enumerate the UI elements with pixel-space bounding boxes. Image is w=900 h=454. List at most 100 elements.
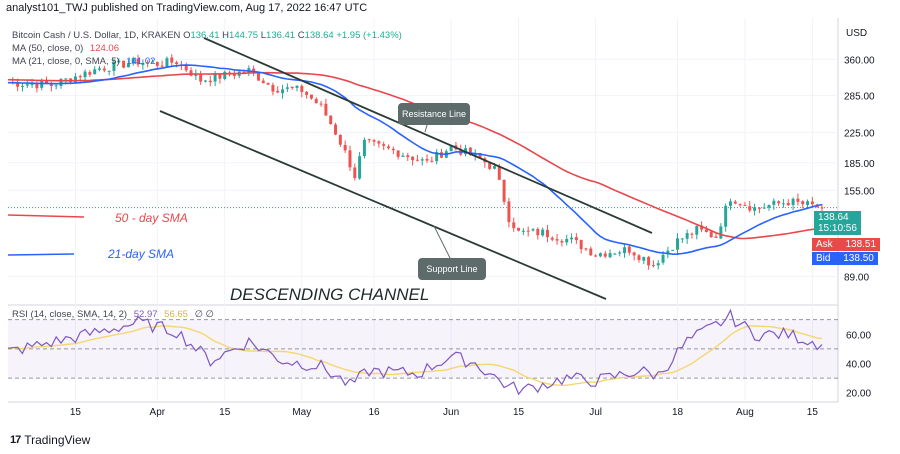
- candle-body: [319, 103, 323, 105]
- candle-body: [189, 70, 193, 76]
- candle-body: [748, 206, 752, 211]
- candle-body: [777, 201, 781, 204]
- candle-body: [329, 115, 333, 125]
- candle-body: [594, 255, 598, 257]
- candle-body: [107, 70, 111, 72]
- candle: [420, 157, 424, 166]
- candle: [372, 138, 376, 146]
- candle: [20, 82, 24, 92]
- candle-body: [512, 222, 516, 229]
- candle-body: [98, 68, 102, 70]
- candle: [541, 227, 545, 237]
- candle: [728, 198, 732, 211]
- candle-body: [184, 64, 188, 71]
- candle: [319, 100, 323, 107]
- candle-body: [266, 83, 270, 85]
- candle: [117, 58, 121, 64]
- candle: [435, 148, 439, 165]
- candle: [98, 65, 102, 72]
- support-callout: Support Line: [418, 258, 486, 280]
- candle-body: [801, 201, 805, 205]
- candle-body: [252, 68, 256, 73]
- candle-body: [623, 247, 627, 254]
- time-tick-label: 16: [368, 407, 380, 418]
- symbol-legend[interactable]: Bitcoin Cash / U.S. Dollar, 1D, KRAKEN O…: [12, 30, 402, 41]
- candle: [613, 252, 617, 255]
- candle-body: [343, 144, 347, 151]
- ma50-legend[interactable]: MA (50, close, 0) 124.06: [12, 43, 119, 54]
- candle-body: [338, 134, 342, 145]
- candle-body: [256, 72, 260, 81]
- candle-body: [719, 226, 723, 239]
- rsi-tick-label: 60.00: [846, 330, 871, 341]
- candle: [406, 152, 410, 161]
- candle: [594, 254, 598, 258]
- candle: [300, 84, 304, 98]
- candle: [309, 94, 313, 100]
- candle-body: [401, 155, 405, 157]
- candle-body: [372, 140, 376, 142]
- candle: [203, 80, 207, 83]
- candle-body: [73, 76, 77, 83]
- ma21-legend[interactable]: MA (21, close, 0, SMA, 5) 141.02: [12, 56, 155, 67]
- candle: [295, 85, 299, 92]
- candle-body: [579, 239, 583, 250]
- candle-body: [367, 139, 371, 141]
- candle-body: [165, 58, 169, 67]
- candle: [709, 230, 713, 238]
- candle-body: [728, 201, 732, 206]
- candle-body: [637, 255, 641, 260]
- candle-body: [757, 207, 761, 209]
- candle-body: [324, 103, 328, 116]
- candle: [112, 58, 116, 76]
- candle: [338, 134, 342, 147]
- candle: [329, 115, 333, 125]
- time-tick-label: May: [292, 407, 311, 418]
- candle-body: [411, 156, 415, 161]
- time-tick-label: 18: [672, 407, 684, 418]
- candle-body: [232, 73, 236, 76]
- candle-body: [117, 60, 121, 63]
- candle-body: [358, 156, 362, 179]
- candle: [719, 223, 723, 240]
- candle-body: [536, 228, 540, 236]
- candle: [507, 197, 511, 228]
- candle-body: [391, 148, 395, 151]
- candle: [738, 203, 742, 207]
- candle-body: [724, 205, 728, 227]
- candle: [733, 200, 737, 205]
- candle-body: [141, 62, 145, 65]
- candle-body: [309, 94, 313, 99]
- candle-body: [810, 201, 814, 205]
- candle: [88, 70, 92, 78]
- candle: [806, 199, 810, 209]
- candle: [786, 199, 790, 206]
- footer-brand[interactable]: 17 TradingView: [10, 433, 90, 447]
- sma50-label: 50 - day SMA: [115, 211, 188, 225]
- candle-body: [16, 82, 20, 87]
- candle-body: [218, 73, 222, 79]
- candle-body: [738, 204, 742, 206]
- candle-body: [25, 84, 29, 86]
- candle: [632, 251, 636, 261]
- candle-body: [468, 147, 472, 156]
- candle-body: [704, 229, 708, 232]
- candle-body: [608, 253, 612, 258]
- sma50-leader: [7, 214, 85, 218]
- candle: [430, 156, 434, 163]
- candle-body: [541, 229, 545, 236]
- open-value: 136.41: [190, 30, 220, 41]
- last-price-tag: 138.64 15:10:56: [814, 211, 861, 235]
- candle: [314, 97, 318, 104]
- rsi-legend[interactable]: RSI (14, close, SMA, 14, 2) 52.97 56.65 …: [12, 309, 214, 320]
- candle: [743, 201, 747, 207]
- candle-body: [83, 71, 87, 78]
- candle-body: [199, 73, 203, 82]
- candle-body: [382, 144, 386, 146]
- candle: [570, 233, 574, 244]
- price-tick-label: 285.00: [844, 92, 875, 103]
- candle-body: [285, 87, 289, 89]
- candle-body: [102, 68, 106, 71]
- time-tick-label: Jul: [589, 407, 602, 418]
